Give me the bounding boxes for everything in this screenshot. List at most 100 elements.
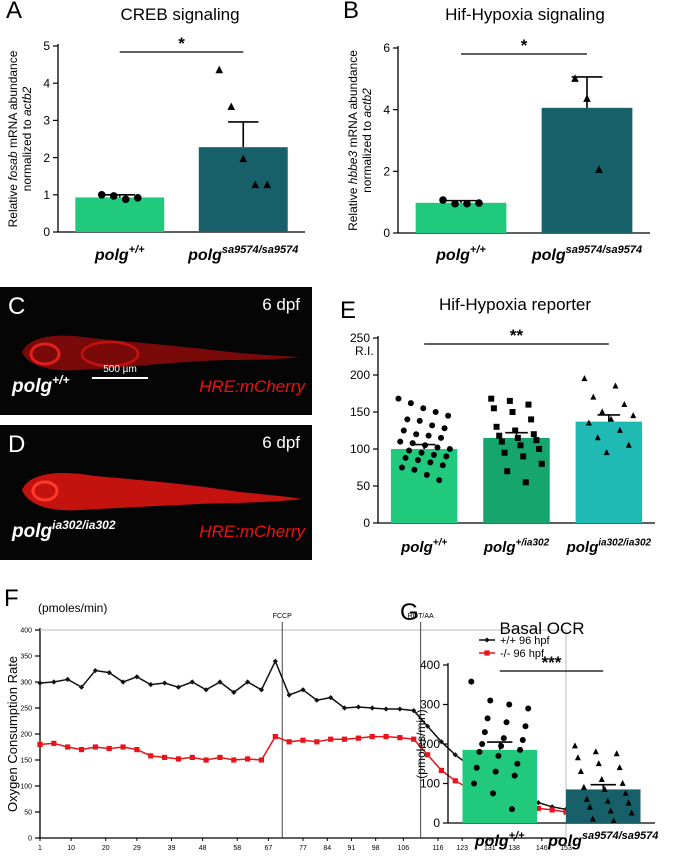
y-label-part: normalized to xyxy=(360,117,374,192)
point xyxy=(109,192,118,200)
point xyxy=(92,744,98,750)
y-label-part: normalized to xyxy=(20,116,34,191)
point xyxy=(585,419,592,426)
category-base: polg xyxy=(566,539,599,556)
point xyxy=(446,446,453,452)
x-tick-label: 84 xyxy=(323,845,331,852)
y-tick-label: 4 xyxy=(43,76,50,90)
point xyxy=(538,460,545,467)
point xyxy=(616,426,623,433)
y-tick-label: 0 xyxy=(28,835,32,842)
category-sup: +/+ xyxy=(509,830,525,842)
point xyxy=(522,479,529,486)
point xyxy=(406,447,413,454)
point xyxy=(441,425,448,432)
point xyxy=(120,679,126,685)
point xyxy=(571,742,578,749)
point xyxy=(439,462,446,469)
point xyxy=(500,735,507,742)
bar xyxy=(462,749,538,823)
y-tick-label: 100 xyxy=(420,777,440,791)
y-label-part: mRNA abundance xyxy=(346,50,360,151)
bar xyxy=(75,197,165,232)
point xyxy=(476,748,483,755)
y-axis-label: Relative fosab mRNA abundance xyxy=(6,50,20,227)
chart-title: CREB signaling xyxy=(120,5,239,24)
y-unit: (pmoles/min) xyxy=(38,601,107,615)
point xyxy=(427,459,434,466)
x-tick-label: 146 xyxy=(536,845,548,852)
bar xyxy=(565,789,641,823)
x-tick-label: 123 xyxy=(456,845,468,852)
point xyxy=(498,438,505,445)
point xyxy=(473,764,480,771)
panel-letter: C xyxy=(8,293,25,320)
point xyxy=(493,423,500,430)
point xyxy=(369,705,375,711)
point xyxy=(120,744,126,750)
point xyxy=(189,754,195,760)
point xyxy=(613,750,620,757)
point xyxy=(495,752,502,759)
x-tick-label: 1 xyxy=(38,845,42,852)
point xyxy=(424,723,431,729)
point xyxy=(424,752,431,758)
point xyxy=(397,438,404,445)
category-sup: sa9574/sa9574 xyxy=(582,830,658,842)
point xyxy=(420,405,427,412)
point xyxy=(397,706,403,712)
point xyxy=(610,817,617,824)
point xyxy=(487,697,494,704)
category-base: polg xyxy=(400,539,433,556)
point xyxy=(263,180,272,189)
point xyxy=(520,453,527,460)
category-base: polg xyxy=(94,247,129,264)
point xyxy=(492,768,499,775)
category-sup: sa9574/sa9574 xyxy=(222,244,298,256)
point xyxy=(438,767,445,773)
y-tick-label: 0 xyxy=(363,516,370,530)
y-tick-label: 300 xyxy=(420,698,440,712)
x-tick-label: 58 xyxy=(233,845,241,852)
category-base: polg xyxy=(531,247,566,264)
point xyxy=(434,444,441,451)
point xyxy=(161,680,168,686)
point xyxy=(601,785,608,792)
point xyxy=(484,650,490,656)
point xyxy=(592,748,599,755)
point xyxy=(498,742,505,749)
point xyxy=(484,715,491,722)
time-label: 6 dpf xyxy=(262,295,300,314)
point xyxy=(621,401,628,407)
fish-eye xyxy=(29,342,61,366)
point xyxy=(514,434,521,441)
point xyxy=(395,395,402,402)
y-axis-label: normalized to actb2 xyxy=(20,86,34,191)
point xyxy=(625,441,632,448)
point xyxy=(506,701,513,708)
y-label-part: Relative xyxy=(6,181,20,228)
point xyxy=(595,760,602,767)
x-tick-label: polgsa9574/sa9574 xyxy=(547,830,658,850)
point xyxy=(452,778,458,784)
point xyxy=(416,417,423,424)
point xyxy=(508,806,515,813)
point xyxy=(432,409,439,415)
point xyxy=(37,680,43,686)
point xyxy=(245,756,251,762)
point xyxy=(106,745,112,752)
point xyxy=(411,736,417,742)
point xyxy=(475,199,483,207)
point xyxy=(608,415,615,422)
y-tick-label: 300 xyxy=(20,679,32,686)
panel-letter: F xyxy=(4,585,19,612)
panel-letter: D xyxy=(8,431,25,458)
point xyxy=(65,676,71,682)
point xyxy=(536,446,543,452)
y-tick-label: 2 xyxy=(43,151,50,165)
point xyxy=(414,457,421,464)
chart-title: Hif-Hypoxia reporter xyxy=(439,295,591,314)
y-tick-label: 250 xyxy=(350,331,370,345)
category-sup: +/+ xyxy=(129,244,145,256)
point xyxy=(496,432,503,439)
